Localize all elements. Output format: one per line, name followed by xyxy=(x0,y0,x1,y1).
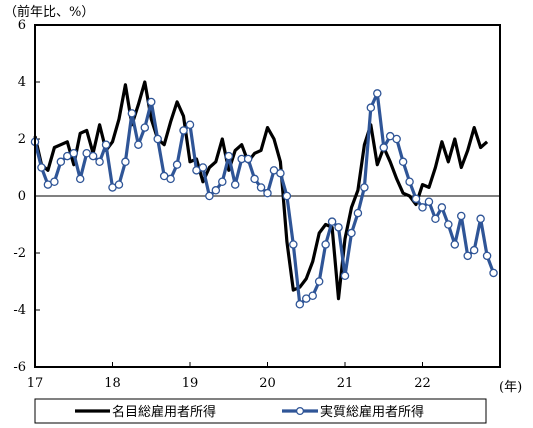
series-real-point xyxy=(282,191,292,201)
series-real-point xyxy=(146,97,156,107)
series-real-point xyxy=(469,245,479,255)
series-real-point xyxy=(243,154,253,164)
series-real-point xyxy=(218,177,227,186)
series-real-point xyxy=(456,211,466,221)
series-real-point xyxy=(75,174,85,184)
series-real-point xyxy=(482,251,492,261)
series-real-point xyxy=(224,151,233,161)
x-tick-label: 22 xyxy=(414,376,431,391)
y-tick-label: 0 xyxy=(18,189,26,204)
series-real-point xyxy=(321,240,330,249)
series-real-point xyxy=(276,168,285,178)
series-real-point xyxy=(256,183,266,192)
series-real-point xyxy=(134,140,143,149)
series-real-point xyxy=(114,180,124,189)
x-tick-label: 18 xyxy=(104,376,121,391)
series-real-point xyxy=(476,214,485,224)
y-tick-label: 4 xyxy=(18,75,26,90)
series-real-point xyxy=(431,214,440,224)
series-real-point xyxy=(327,217,337,226)
series-real-point xyxy=(95,157,104,167)
y-tick-label: 2 xyxy=(18,132,26,147)
legend-box xyxy=(34,398,487,424)
series-real-point xyxy=(411,194,421,204)
series-real-point xyxy=(250,174,259,184)
series-real-point xyxy=(379,143,388,152)
series-real-point xyxy=(366,103,376,112)
y-tick-label: -2 xyxy=(13,246,26,261)
series-real-point xyxy=(37,163,46,172)
x-tick-label: 21 xyxy=(337,376,354,391)
series-real-point xyxy=(211,186,221,195)
series-real-point xyxy=(172,160,182,169)
series-group xyxy=(30,80,498,309)
series-real-point xyxy=(360,183,369,192)
series-real-point xyxy=(127,109,137,118)
series-real-point xyxy=(450,240,460,249)
y-tick-label: 6 xyxy=(18,18,26,33)
legend-swatch-real-marker xyxy=(295,406,305,416)
series-real-point xyxy=(140,123,150,132)
series-real-line xyxy=(33,91,495,306)
series-real-point xyxy=(314,277,324,286)
series-real-point xyxy=(373,89,382,98)
series-real-point xyxy=(205,191,214,201)
series-real-point xyxy=(392,134,401,144)
series-real-point xyxy=(295,300,305,309)
series-real-point xyxy=(437,203,447,212)
series-real-point xyxy=(263,188,272,198)
y-axis-unit-label: （前年比、%） xyxy=(4,4,94,20)
series-real-point xyxy=(56,157,66,167)
x-axis-tick-labels: 17 18 19 20 21 22 xyxy=(27,362,431,391)
series-real-point xyxy=(334,223,343,232)
series-real-point xyxy=(289,240,298,249)
y-tick-label: -6 xyxy=(13,360,26,375)
legend-label-real: 実質総雇用者所得 xyxy=(320,404,424,420)
series-real-point xyxy=(308,291,317,300)
series-real-point xyxy=(418,203,427,212)
series-real-point xyxy=(230,180,240,189)
series-nominal-line xyxy=(33,80,489,301)
series-real-point xyxy=(69,148,79,158)
legend: 名目総雇用者所得 実質総雇用者所得 xyxy=(34,398,487,424)
series-real-point xyxy=(463,251,472,261)
series-real-point xyxy=(153,134,162,144)
plot-area-frame xyxy=(34,24,501,368)
series-real-point xyxy=(198,163,208,172)
series-real-point xyxy=(405,177,414,186)
series-real-point xyxy=(101,140,111,149)
series-real-point xyxy=(398,157,408,167)
series-real-point xyxy=(88,151,98,161)
x-tick-label: 17 xyxy=(27,376,44,391)
x-tick-label: 20 xyxy=(259,376,276,391)
series-real-point xyxy=(489,268,498,278)
series-real-point xyxy=(166,174,175,184)
series-real-point xyxy=(444,220,453,229)
series-real-point xyxy=(121,157,130,167)
x-axis-label: (年) xyxy=(499,380,522,395)
series-real-point xyxy=(340,271,350,281)
series-real-point xyxy=(353,208,363,218)
y-tick-label: -4 xyxy=(13,303,26,318)
series-real-point xyxy=(179,126,188,135)
series-real-point xyxy=(347,228,356,238)
x-tick-label: 19 xyxy=(182,376,199,391)
legend-label-nominal: 名目総雇用者所得 xyxy=(112,404,216,420)
series-real-point xyxy=(424,197,434,206)
series-real-point xyxy=(50,177,59,186)
series-real-point xyxy=(185,120,195,130)
